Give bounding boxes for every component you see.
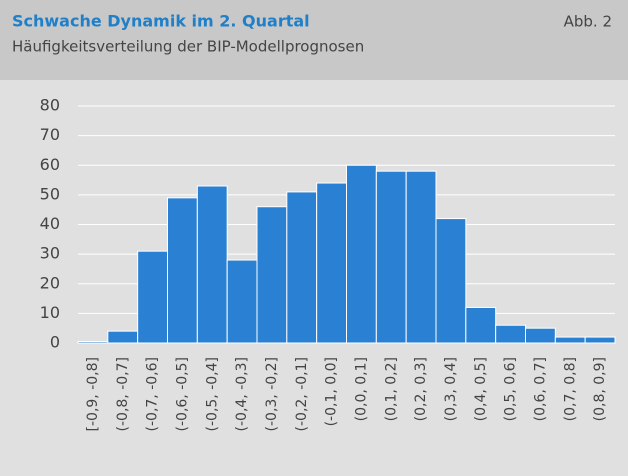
y-tick-label: 30 <box>40 244 60 263</box>
y-tick-label: 10 <box>40 303 60 322</box>
x-tick-label: (0,4, 0,5] <box>473 357 489 421</box>
bar <box>525 327 556 344</box>
x-tick-label: [-0,9, -0,8] <box>85 357 101 431</box>
bar <box>405 170 437 344</box>
bar <box>107 330 139 344</box>
x-tick-label: (0,1, 0,2] <box>383 357 399 421</box>
x-tick-label: (0,3, 0,4] <box>443 357 459 421</box>
x-tick-label: (-0,5, -0,4] <box>204 357 220 431</box>
header <box>0 0 628 80</box>
y-tick-label: 80 <box>40 96 60 115</box>
chart-subtitle: Häufigkeitsverteilung der BIP-Modellprog… <box>12 38 364 56</box>
bar <box>316 182 347 344</box>
figure-label: Abb. 2 <box>564 13 612 31</box>
bar <box>286 191 318 344</box>
y-tick-label: 70 <box>40 125 60 144</box>
x-tick-label: (0,8, 0,9] <box>592 357 608 421</box>
bar <box>554 336 586 344</box>
chart-title: Schwache Dynamik im 2. Quartal <box>12 12 310 31</box>
x-tick-label: (-0,4, -0,3] <box>234 357 250 431</box>
bar <box>226 259 258 344</box>
x-tick-label: (0,2, 0,3] <box>413 357 429 421</box>
bar <box>465 306 497 344</box>
bar <box>375 170 407 344</box>
x-tick-label: (0,7, 0,8] <box>562 357 578 421</box>
x-tick-label: (-0,8, -0,7] <box>115 357 131 431</box>
x-tick-label: (-0,6, -0,5] <box>174 357 190 431</box>
x-tick-label: (0,6, 0,7] <box>532 357 548 421</box>
bar <box>196 185 228 344</box>
bar <box>435 218 467 344</box>
y-tick-label: 40 <box>40 214 60 233</box>
bar <box>584 336 616 344</box>
bar <box>256 206 288 344</box>
x-tick-label: (0,5, 0,6] <box>503 357 519 421</box>
y-tick-label: 0 <box>50 333 60 352</box>
x-tick-label: (-0,3, -0,2] <box>264 357 280 431</box>
bar <box>77 341 109 344</box>
y-tick-label: 60 <box>40 155 60 174</box>
bar <box>137 250 169 344</box>
y-tick-label: 50 <box>40 184 60 203</box>
x-tick-label: (0,0, 0,1] <box>353 357 369 421</box>
x-tick-label: (-0,2, -0,1] <box>294 357 310 431</box>
x-tick-label: (-0,1, 0,0] <box>324 357 340 426</box>
x-tick-label: (-0,7, -0,6] <box>145 357 161 431</box>
bar <box>167 197 198 344</box>
bar <box>346 164 377 344</box>
y-tick-label: 20 <box>40 273 60 292</box>
bar <box>495 324 526 344</box>
